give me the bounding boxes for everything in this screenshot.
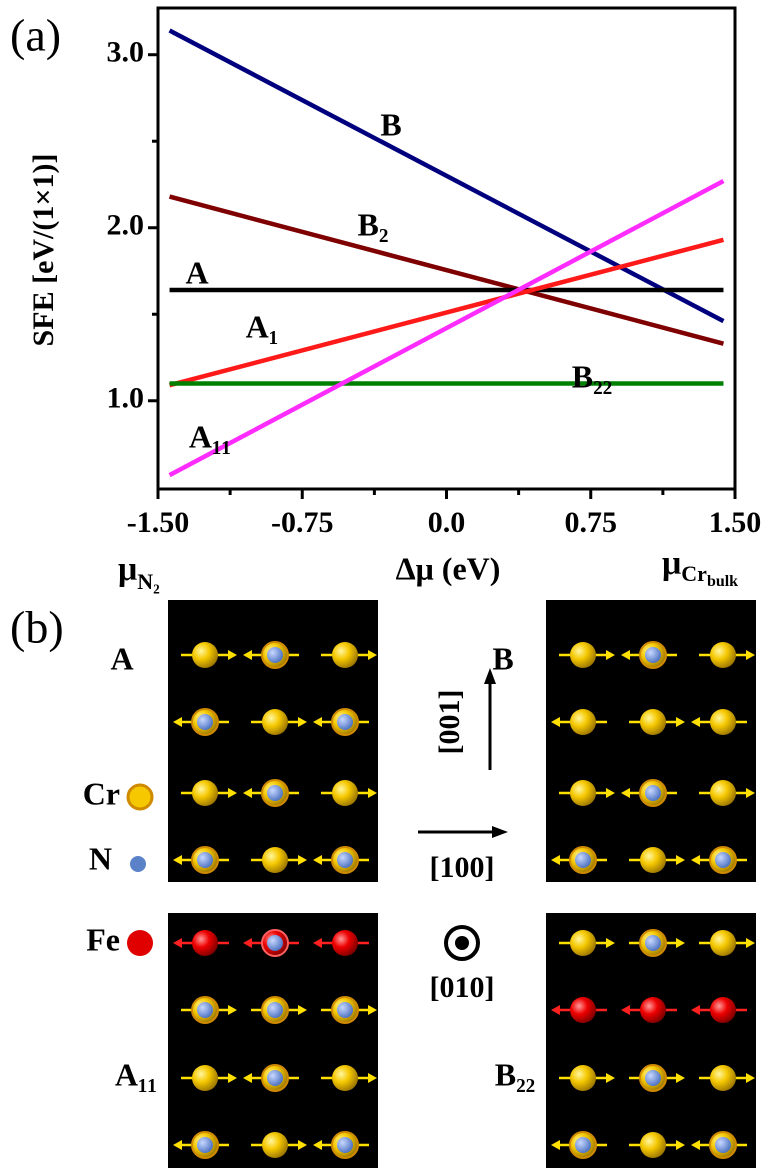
- legend-label: N: [89, 840, 112, 876]
- atom: [640, 997, 666, 1023]
- atom: [262, 1132, 288, 1158]
- atom: [640, 1132, 666, 1158]
- structure-label: A: [110, 640, 133, 676]
- y-tick-label: 2.0: [107, 209, 145, 242]
- atom: [262, 847, 288, 873]
- atom: [192, 780, 218, 806]
- atom: [192, 930, 218, 956]
- legend-icon: [127, 930, 153, 956]
- annotation: μN₂: [118, 551, 160, 594]
- x-tick-label: -1.50: [127, 506, 190, 539]
- atom: [640, 847, 666, 873]
- annotation: μCrbulk: [662, 545, 738, 590]
- structure-label: B: [492, 640, 513, 676]
- nitrogen-atom: [337, 852, 353, 868]
- nitrogen-atom: [337, 714, 353, 730]
- nitrogen-atom: [645, 647, 661, 663]
- atom: [332, 642, 358, 668]
- atom: [710, 930, 736, 956]
- nitrogen-atom: [197, 1002, 213, 1018]
- nitrogen-atom: [337, 1137, 353, 1153]
- panel-label: (a): [10, 10, 61, 61]
- structure: [168, 913, 378, 1168]
- atom: [332, 930, 358, 956]
- nitrogen-atom: [267, 1002, 283, 1018]
- structure: [546, 600, 756, 882]
- nitrogen-atom: [197, 1137, 213, 1153]
- atom: [710, 642, 736, 668]
- y-tick-label: 1.0: [107, 382, 145, 415]
- nitrogen-atom: [645, 1070, 661, 1086]
- y-axis-title: SFE [eV/(1×1)]: [27, 154, 60, 347]
- annotation-sub: Cr: [681, 561, 707, 586]
- atom: [570, 780, 596, 806]
- legend-icon: [128, 785, 152, 809]
- atom: [192, 1065, 218, 1091]
- legend-label: Cr: [83, 775, 120, 811]
- series-line: [170, 30, 724, 321]
- nitrogen-atom: [197, 714, 213, 730]
- x-axis-title: Δμ (eV): [396, 550, 501, 586]
- nitrogen-atom: [715, 852, 731, 868]
- out-of-plane-dot: [455, 936, 469, 950]
- nitrogen-atom: [267, 1070, 283, 1086]
- series-label: B₂₂: [572, 358, 613, 394]
- atom: [710, 1065, 736, 1091]
- atom: [332, 780, 358, 806]
- direction-label: [001]: [433, 690, 466, 755]
- nitrogen-atom: [267, 647, 283, 663]
- structure-label: A₁₁: [115, 1056, 157, 1092]
- annotation-subsub: bulk: [707, 573, 738, 590]
- nitrogen-atom: [645, 935, 661, 951]
- figure: (a) (b) SFE [eV/(1×1)] Δμ (eV) μN₂ μCrbu…: [0, 0, 774, 1168]
- atom: [570, 1065, 596, 1091]
- atom: [570, 930, 596, 956]
- panel-label: (b): [10, 602, 64, 653]
- series-label: A₁: [246, 308, 279, 344]
- series-label: A₁₁: [189, 418, 231, 454]
- atom: [192, 642, 218, 668]
- series-label: B₂: [358, 206, 389, 242]
- atom: [640, 709, 666, 735]
- atom: [710, 709, 736, 735]
- annotation-sub: N₂: [137, 569, 160, 594]
- atom: [570, 709, 596, 735]
- x-tick-label: 1.50: [709, 506, 762, 539]
- series-label: A: [185, 254, 208, 290]
- direction-label: [100]: [430, 851, 495, 884]
- nitrogen-atom: [267, 935, 283, 951]
- arrowhead: [492, 826, 508, 838]
- structure: [168, 600, 378, 882]
- legend-icon: [130, 856, 146, 872]
- nitrogen-atom: [267, 785, 283, 801]
- atom: [570, 642, 596, 668]
- nitrogen-atom: [197, 852, 213, 868]
- nitrogen-atom: [575, 852, 591, 868]
- y-tick-label: 3.0: [107, 36, 145, 69]
- atom: [262, 709, 288, 735]
- plot-frame: [158, 8, 735, 489]
- atom: [710, 997, 736, 1023]
- structure-label: B₂₂: [495, 1056, 536, 1092]
- legend-label: Fe: [86, 921, 120, 957]
- x-tick-label: -0.75: [271, 506, 334, 539]
- structure: [546, 913, 756, 1168]
- direction-label: [010]: [430, 971, 495, 1004]
- atom: [710, 780, 736, 806]
- annotation-main: μ: [662, 545, 681, 582]
- nitrogen-atom: [337, 1002, 353, 1018]
- nitrogen-atom: [575, 1137, 591, 1153]
- annotation-main: μ: [118, 551, 137, 588]
- x-tick-label: 0.75: [565, 506, 618, 539]
- nitrogen-atom: [645, 785, 661, 801]
- atom: [570, 997, 596, 1023]
- atom: [332, 1065, 358, 1091]
- x-tick-label: 0.0: [428, 506, 466, 539]
- series-label: B: [380, 106, 401, 142]
- nitrogen-atom: [715, 1137, 731, 1153]
